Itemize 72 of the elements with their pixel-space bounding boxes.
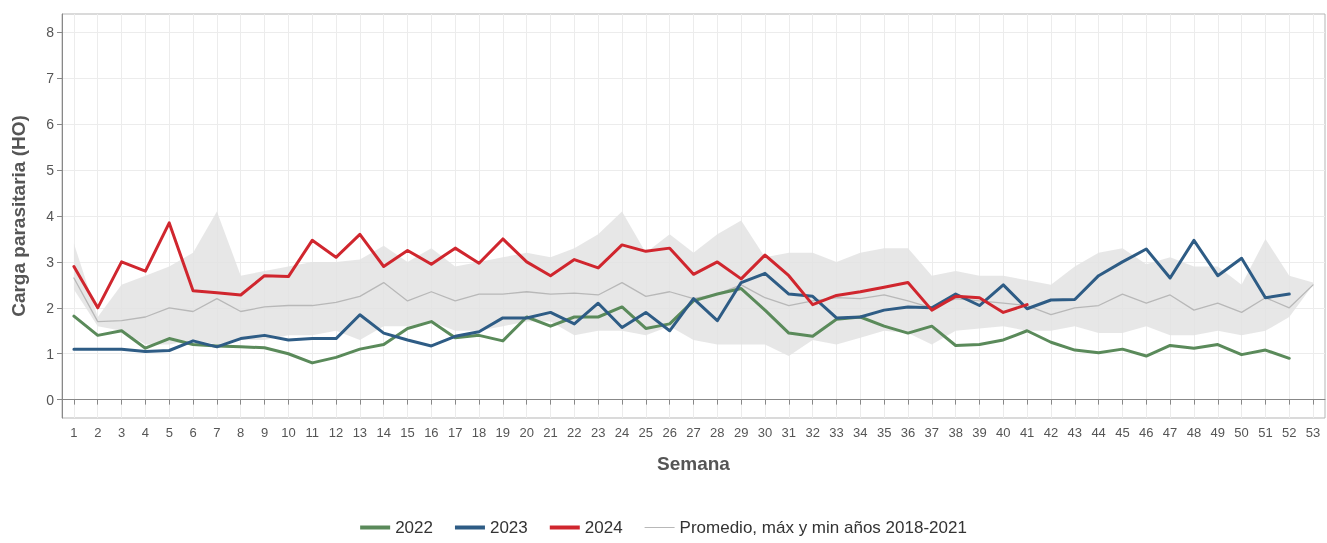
x-axis-title: Semana [657,453,731,474]
x-tick-label: 5 [165,425,173,440]
x-tick-label: 53 [1305,425,1321,440]
x-tick-label: 22 [567,425,582,440]
y-tick-label: 7 [46,70,55,87]
x-tick-label: 33 [829,425,844,440]
x-tick-label: 15 [400,425,415,440]
x-tick-label: 52 [1282,425,1297,440]
x-tick-label: 50 [1234,425,1249,440]
x-tick-label: 2 [94,425,102,440]
y-tick-label: 2 [46,299,55,316]
x-tick-label: 46 [1139,425,1154,440]
x-tick-label: 23 [590,425,606,440]
x-tick-label: 13 [352,425,368,440]
legend-label: 2024 [584,518,623,537]
x-tick-label: 16 [424,425,439,440]
x-tick-label: 24 [614,425,630,440]
x-tick-label: 34 [853,425,868,440]
x-tick-label: 47 [1162,425,1178,440]
y-tick-label: 3 [46,253,55,270]
x-tick-label: 37 [924,425,940,440]
x-tick-label: 30 [757,425,773,440]
y-tick-label: 8 [46,24,55,41]
x-tick-label: 17 [447,425,463,440]
x-tick-label: 40 [996,425,1011,440]
x-tick-label: 12 [328,425,344,440]
x-tick-label: 45 [1115,425,1130,440]
x-tick-label: 49 [1210,425,1225,440]
x-tick-label: 44 [1091,425,1106,440]
y-tick-label: 4 [46,208,55,224]
x-tick-label: 29 [733,425,749,440]
line-series [72,221,1029,314]
x-tick-label: 18 [471,425,487,440]
x-tick-label: 11 [305,425,319,440]
x-tick-label: 6 [189,425,197,440]
x-tick-label: 48 [1186,425,1202,440]
x-tick-label: 1 [70,425,78,440]
x-tick-label: 19 [495,425,511,440]
line-series [72,287,1291,365]
line-series [73,277,1314,323]
x-tick-label: 27 [686,425,701,440]
x-tick-label: 25 [638,425,654,440]
x-tick-label: 36 [900,425,916,440]
x-tick-label: 32 [805,425,820,440]
x-tick-label: 51 [1258,425,1273,440]
x-tick-label: 9 [260,425,269,440]
legend-label: 2023 [489,518,528,537]
x-tick-label: 4 [141,425,150,440]
y-axis-title: Carga parasitaria (HO) [8,115,29,317]
x-tick-label: 26 [662,425,677,440]
y-tick-label: 1 [46,345,55,362]
x-tick-label: 3 [117,425,126,440]
y-tick-label: 6 [46,116,55,133]
x-tick-label: 31 [781,425,797,440]
y-tick-label: 0 [46,391,55,408]
legend-label: 2022 [395,518,433,537]
x-tick-label: 20 [519,425,534,440]
x-tick-label: 21 [543,425,558,440]
x-tick-label: 42 [1043,425,1059,440]
x-tick-label: 8 [237,425,245,440]
y-tick-label: 5 [46,162,55,179]
x-tick-label: 38 [948,425,963,440]
x-tick-label: 7 [213,425,221,440]
x-tick-label: 28 [710,425,725,440]
line-series [72,238,1291,353]
x-tick-label: 43 [1067,425,1083,440]
x-tick-label: 41 [1019,425,1035,440]
x-tick-label: 35 [876,425,892,440]
x-tick-label: 10 [281,425,296,440]
legend-label: Promedio, máx y min años 2018-2021 [679,518,967,537]
x-tick-label: 39 [972,425,987,440]
x-tick-label: 14 [376,425,391,440]
